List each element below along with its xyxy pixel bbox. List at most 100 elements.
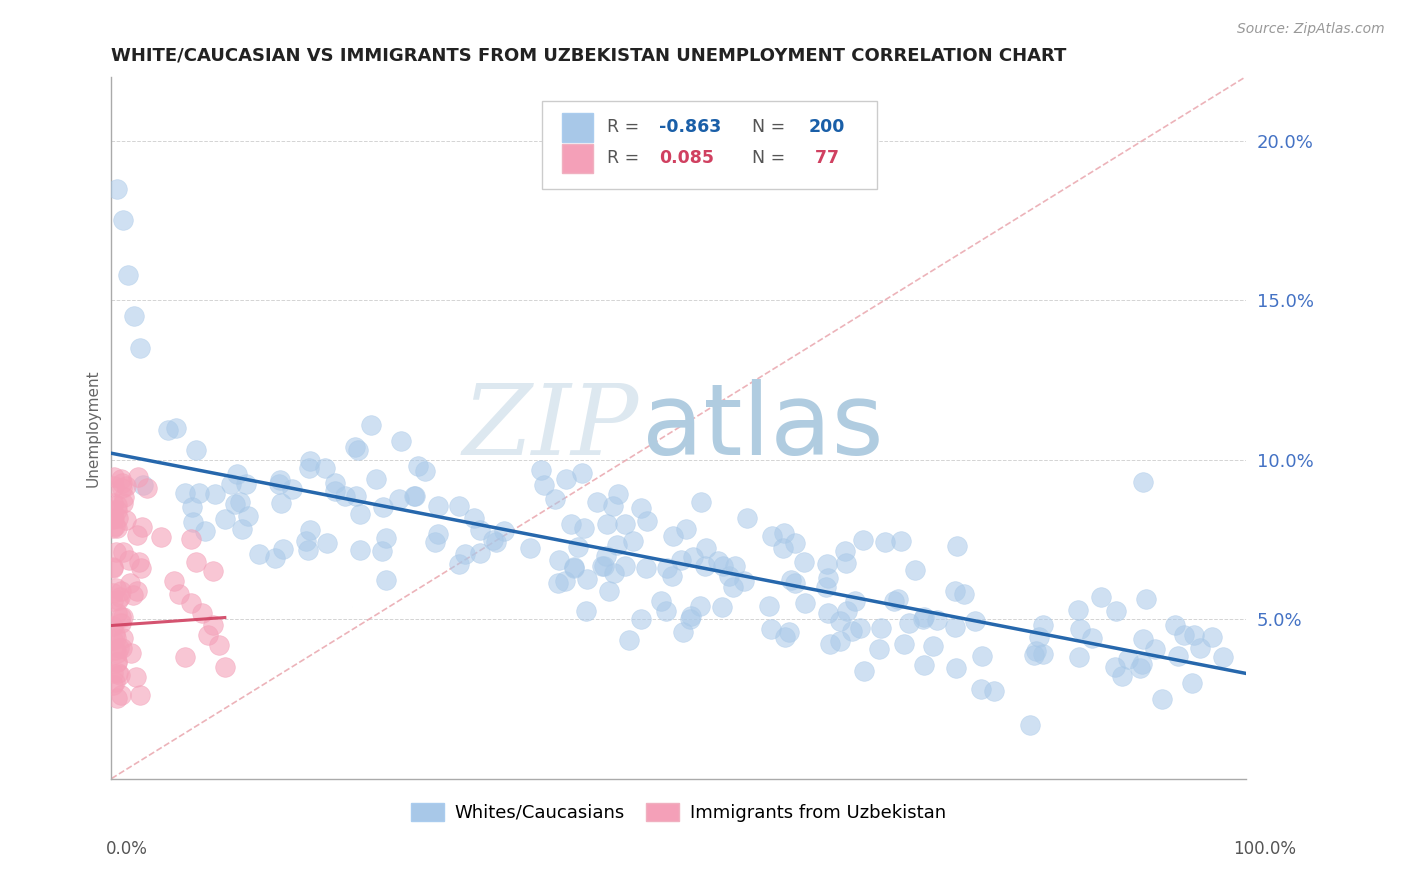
- Point: [299, 523, 322, 537]
- Point: [593, 558, 616, 573]
- Point: [690, 495, 713, 509]
- Point: [682, 549, 704, 564]
- Point: [630, 612, 652, 626]
- Point: [264, 550, 287, 565]
- Point: [1028, 630, 1050, 644]
- FancyBboxPatch shape: [561, 112, 593, 142]
- Point: [953, 587, 976, 601]
- Point: [828, 614, 851, 628]
- Point: [107, 640, 129, 655]
- Point: [828, 634, 851, 648]
- Point: [111, 481, 134, 495]
- Point: [675, 522, 697, 536]
- Point: [591, 559, 613, 574]
- Point: [136, 481, 159, 495]
- Point: [270, 495, 292, 509]
- Point: [575, 604, 598, 618]
- Point: [785, 576, 807, 591]
- Point: [519, 541, 541, 555]
- Point: [492, 524, 515, 538]
- Point: [214, 512, 236, 526]
- Point: [107, 665, 129, 680]
- Point: [1130, 657, 1153, 671]
- Point: [225, 467, 247, 482]
- Point: [127, 470, 149, 484]
- Point: [104, 519, 127, 533]
- Point: [112, 490, 135, 504]
- Point: [235, 477, 257, 491]
- Point: [314, 461, 336, 475]
- Point: [630, 501, 652, 516]
- Point: [107, 511, 129, 525]
- Point: [344, 489, 367, 503]
- Point: [883, 594, 905, 608]
- Point: [181, 515, 204, 529]
- Point: [669, 552, 692, 566]
- Point: [574, 521, 596, 535]
- Point: [1032, 617, 1054, 632]
- Point: [316, 536, 339, 550]
- Point: [231, 522, 253, 536]
- Point: [281, 482, 304, 496]
- Point: [852, 533, 875, 548]
- Point: [834, 544, 856, 558]
- Point: [101, 593, 124, 607]
- Text: R =: R =: [607, 149, 645, 168]
- Point: [735, 511, 758, 525]
- Point: [1181, 675, 1204, 690]
- Point: [129, 561, 152, 575]
- Point: [389, 434, 412, 449]
- Point: [426, 527, 449, 541]
- Point: [347, 442, 370, 457]
- Point: [718, 568, 741, 582]
- Point: [560, 516, 582, 531]
- Point: [897, 616, 920, 631]
- Point: [713, 558, 735, 573]
- Point: [1069, 622, 1091, 636]
- Point: [122, 309, 145, 323]
- Point: [202, 618, 225, 632]
- Point: [204, 486, 226, 500]
- Point: [271, 542, 294, 557]
- Point: [375, 573, 398, 587]
- Point: [111, 631, 134, 645]
- Point: [637, 514, 659, 528]
- Point: [817, 607, 839, 621]
- Text: 200: 200: [808, 119, 845, 136]
- Point: [110, 472, 132, 486]
- Point: [298, 454, 321, 468]
- Text: 100.0%: 100.0%: [1233, 840, 1296, 858]
- Point: [174, 650, 197, 665]
- Point: [1132, 632, 1154, 646]
- Point: [127, 528, 149, 542]
- Point: [792, 555, 814, 569]
- Point: [202, 564, 225, 578]
- Point: [101, 503, 124, 517]
- Point: [454, 547, 477, 561]
- Point: [793, 596, 815, 610]
- Point: [426, 499, 449, 513]
- Point: [1143, 641, 1166, 656]
- Point: [783, 535, 806, 549]
- Point: [169, 586, 191, 600]
- Point: [1111, 669, 1133, 683]
- Point: [1189, 641, 1212, 656]
- Point: [128, 555, 150, 569]
- Point: [186, 555, 208, 569]
- Point: [571, 466, 593, 480]
- Point: [1212, 650, 1234, 665]
- Point: [224, 497, 246, 511]
- Point: [173, 486, 195, 500]
- Point: [1032, 647, 1054, 661]
- Point: [180, 533, 202, 547]
- Text: Source: ZipAtlas.com: Source: ZipAtlas.com: [1237, 22, 1385, 37]
- Point: [576, 572, 599, 586]
- Point: [672, 625, 695, 640]
- Point: [543, 491, 565, 506]
- Point: [1163, 618, 1185, 632]
- Point: [585, 495, 607, 509]
- Point: [943, 584, 966, 599]
- Point: [607, 486, 630, 500]
- Point: [1105, 604, 1128, 618]
- Point: [388, 491, 411, 506]
